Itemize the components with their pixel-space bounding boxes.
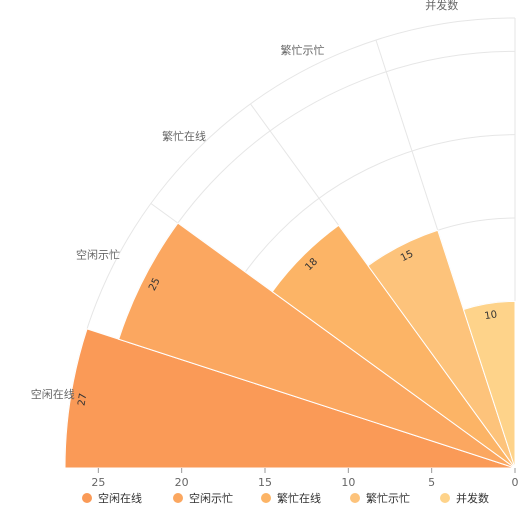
tick-label: 10 [341, 476, 355, 489]
legend-marker [261, 493, 271, 503]
legend-label: 并发数 [456, 491, 489, 505]
category-label: 空闲在线 [31, 387, 75, 401]
data-label: 27 [76, 392, 89, 406]
legend-label: 繁忙在线 [277, 491, 321, 505]
bar-3[interactable] [271, 224, 516, 469]
legend-label: 空闲在线 [98, 491, 142, 505]
bar-2[interactable] [118, 222, 516, 469]
legend-item[interactable]: 繁忙在线 [261, 491, 321, 505]
category-label: 繁忙示忙 [281, 43, 325, 57]
data-label: 25 [147, 276, 163, 292]
bar-1[interactable] [64, 328, 516, 469]
data-label: 10 [484, 309, 498, 322]
tick-label: 0 [512, 476, 519, 489]
legend-item[interactable]: 并发数 [440, 491, 489, 505]
legend-marker [440, 493, 450, 503]
legend-label: 空闲示忙 [189, 491, 233, 505]
legend-label: 繁忙示忙 [366, 491, 410, 505]
tick-label: 20 [175, 476, 189, 489]
category-labels: 空闲在线 空闲示忙 繁忙在线 繁忙示忙 并发数 [31, 0, 459, 401]
bars [64, 222, 516, 469]
tick-label: 25 [91, 476, 105, 489]
category-label: 并发数 [425, 0, 458, 12]
legend-marker [173, 493, 183, 503]
legend-item[interactable]: 空闲在线 [82, 491, 142, 505]
bar-5[interactable] [462, 300, 516, 469]
tick-label: 15 [258, 476, 272, 489]
legend[interactable]: 空闲在线 空闲示忙 繁忙在线 繁忙示忙 并发数 [82, 491, 489, 505]
legend-marker [82, 493, 92, 503]
legend-marker [350, 493, 360, 503]
radial-axis: 0 5 10 15 20 25 [91, 468, 519, 489]
legend-item[interactable]: 繁忙示忙 [350, 491, 410, 505]
data-label: 15 [399, 249, 415, 265]
bar-4[interactable] [367, 229, 516, 469]
legend-item[interactable]: 空闲示忙 [173, 491, 233, 505]
category-label: 空闲示忙 [76, 248, 120, 262]
category-label: 繁忙在线 [162, 129, 206, 143]
tick-label: 5 [428, 476, 435, 489]
